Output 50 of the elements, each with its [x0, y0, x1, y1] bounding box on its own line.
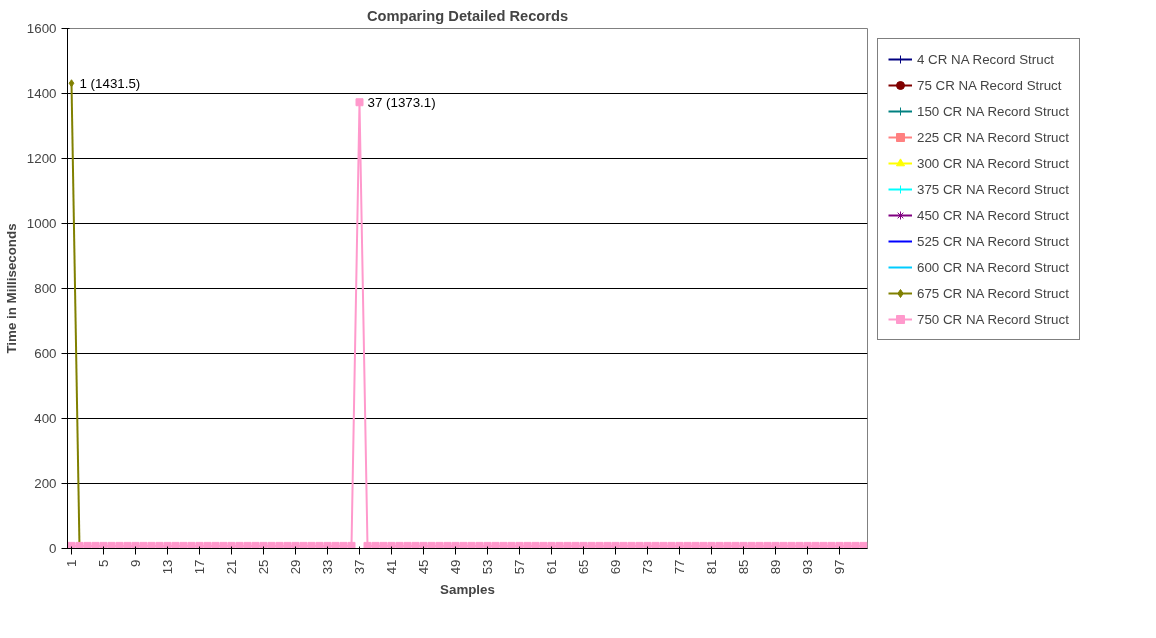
data-label: 1 (1431.5)	[79, 75, 141, 91]
legend-label: 675 CR NA Record Struct	[917, 285, 1069, 301]
chart-title: Comparing Detailed Records	[366, 7, 569, 24]
x-tick-label: 69	[608, 559, 623, 575]
x-tick-label: 45	[416, 559, 431, 575]
x-tick-label: 61	[544, 559, 559, 575]
y-tick-label: 1200	[26, 151, 57, 166]
y-tick-label: 1600	[26, 21, 57, 36]
x-tick-label: 49	[448, 559, 463, 575]
x-tick-label: 81	[704, 559, 719, 575]
y-axis-title: Time in Milliseconds	[3, 223, 19, 354]
x-tick-label: 33	[320, 559, 335, 575]
x-tick-label: 73	[640, 559, 655, 575]
x-tick-label: 37	[352, 559, 367, 575]
x-tick-label: 57	[512, 559, 527, 575]
legend-label: 75 CR NA Record Struct	[917, 77, 1062, 93]
legend-label: 225 CR NA Record Struct	[917, 129, 1069, 145]
y-tick-label: 600	[34, 346, 57, 361]
y-tick-label: 800	[34, 281, 57, 296]
x-tick-label: 65	[576, 559, 591, 575]
y-tick-label: 200	[34, 476, 57, 491]
legend-label: 525 CR NA Record Struct	[917, 233, 1069, 249]
x-tick-label: 1	[64, 559, 79, 567]
x-tick-label: 5	[96, 559, 111, 567]
y-tick-label: 1000	[26, 216, 57, 231]
y-tick-label: 0	[49, 541, 57, 556]
legend-label: 600 CR NA Record Struct	[917, 259, 1069, 275]
y-tick-label: 400	[34, 411, 57, 426]
legend-label: 750 CR NA Record Struct	[917, 311, 1069, 327]
legend-label: 450 CR NA Record Struct	[917, 207, 1069, 223]
x-tick-label: 9	[128, 559, 143, 567]
y-tick-label: 1400	[26, 86, 57, 101]
x-tick-label: 25	[256, 559, 271, 575]
legend-label: 300 CR NA Record Struct	[917, 155, 1069, 171]
x-tick-label: 77	[672, 559, 687, 575]
x-tick-label: 53	[480, 559, 495, 575]
x-tick-label: 85	[736, 559, 751, 575]
x-tick-label: 89	[768, 559, 783, 575]
x-tick-label: 29	[288, 559, 303, 575]
x-axis-title: Samples	[440, 582, 495, 598]
data-label: 37 (1373.1)	[367, 94, 436, 110]
x-tick-label: 97	[832, 559, 847, 575]
legend-label: 375 CR NA Record Struct	[917, 181, 1069, 197]
x-tick-label: 41	[384, 559, 399, 575]
legend-label: 150 CR NA Record Struct	[917, 103, 1069, 119]
x-tick-label: 13	[160, 559, 175, 575]
x-tick-label: 93	[800, 559, 815, 575]
x-tick-label: 17	[192, 559, 207, 575]
x-tick-label: 21	[224, 559, 239, 575]
legend-label: 4 CR NA Record Struct	[917, 51, 1055, 67]
